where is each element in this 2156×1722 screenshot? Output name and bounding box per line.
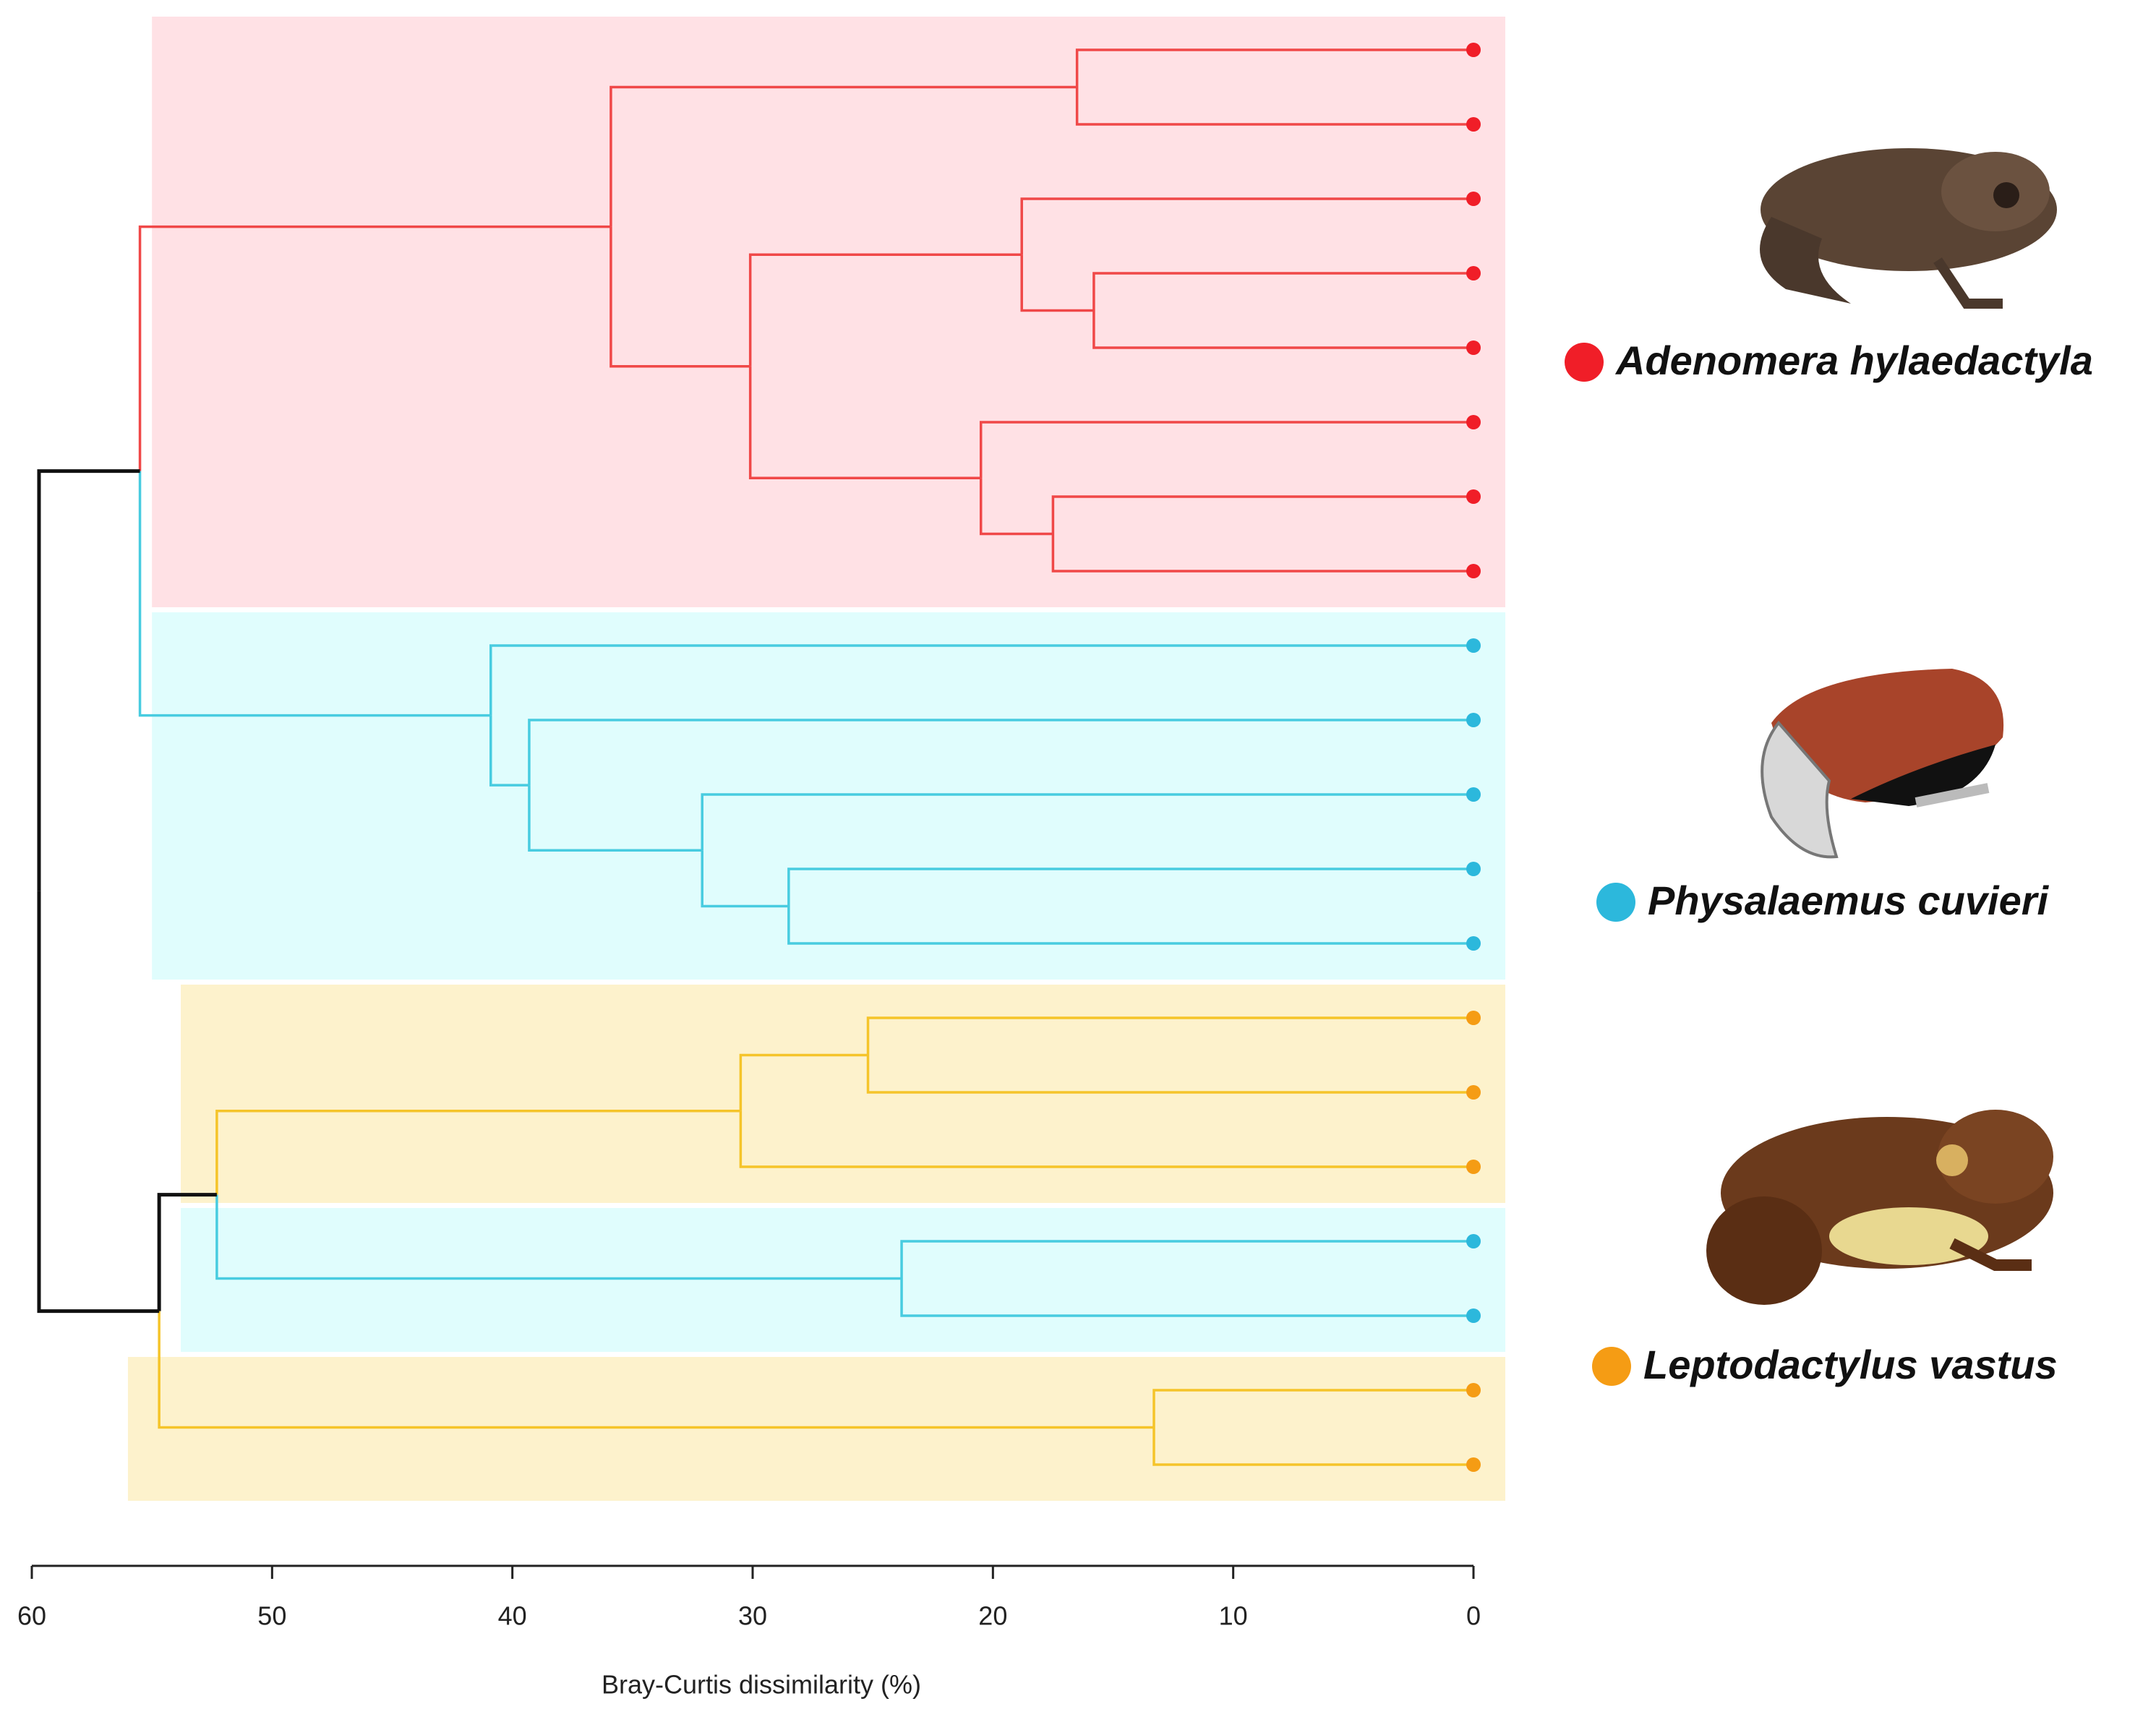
- leaf-point: [1466, 1234, 1481, 1248]
- frog-illustration: [1760, 148, 2057, 309]
- x-tick-label: 10: [1219, 1601, 1248, 1631]
- leaf-point: [1466, 564, 1481, 578]
- dendrogram-link: [528, 719, 1473, 786]
- leaf-point: [1466, 415, 1481, 429]
- leaf-point: [1466, 1011, 1481, 1025]
- dendrogram-link: [528, 785, 703, 852]
- leaf-point: [1466, 266, 1481, 280]
- leaf-point: [1466, 1383, 1481, 1397]
- dendrogram-link: [787, 906, 1473, 945]
- dendrogram-link: [138, 471, 491, 717]
- cluster-band: [181, 1208, 1506, 1352]
- cluster-bands: [127, 17, 1506, 1501]
- legend-marker: [1592, 1347, 1631, 1386]
- dendrogram-link: [701, 850, 789, 908]
- dendrogram-link: [739, 1053, 868, 1111]
- dendrogram-link: [979, 478, 1053, 536]
- leaf-point: [1466, 1160, 1481, 1174]
- dendrogram-link: [1152, 1427, 1473, 1466]
- dendrogram-link: [1152, 1389, 1473, 1428]
- dendrogram-link: [701, 793, 1473, 851]
- dendrogram-link: [1092, 310, 1473, 349]
- dendrogram-link: [37, 891, 160, 1314]
- dendrogram-link: [739, 1110, 1473, 1168]
- leaf-point: [1466, 1085, 1481, 1100]
- x-tick-label: 40: [498, 1601, 527, 1631]
- dendrogram-link: [1075, 48, 1473, 87]
- legend-label: Leptodactylus vastus: [1643, 1342, 2058, 1387]
- dendrogram-link: [158, 1311, 1154, 1429]
- cluster-band: [152, 612, 1506, 980]
- dendrogram-link: [748, 366, 981, 479]
- dendrogram-link: [609, 85, 1077, 227]
- dendrogram-link: [900, 1278, 1473, 1317]
- leaf-point: [1466, 638, 1481, 653]
- dendrogram-link: [1075, 87, 1473, 126]
- dendrogram-link: [1051, 534, 1473, 573]
- dendrogram-link: [215, 1110, 741, 1195]
- x-tick-label: 30: [738, 1601, 767, 1631]
- dendrogram-link: [866, 1055, 1473, 1094]
- dendrogram-link: [866, 1016, 1473, 1055]
- dendrogram-link: [609, 226, 750, 368]
- dendrogram-link: [748, 253, 1022, 367]
- dendrogram-link: [1092, 272, 1473, 311]
- dendrogram-link: [787, 868, 1473, 907]
- dendrogram-link: [900, 1240, 1473, 1279]
- legend-label: Adenomera hylaedactyla: [1614, 338, 2093, 383]
- dendrogram-link: [157, 1193, 217, 1311]
- leaf-point: [1466, 43, 1481, 57]
- dendrogram-link: [979, 421, 1473, 479]
- dendrogram: [37, 43, 1481, 1472]
- x-axis-label: Bray-Curtis dissimilarity (%): [602, 1670, 921, 1700]
- cluster-band: [127, 1357, 1505, 1501]
- dendrogram-link: [138, 225, 611, 471]
- leaf-point: [1466, 192, 1481, 206]
- leaf-point: [1466, 1308, 1481, 1323]
- leaf-point: [1466, 340, 1481, 355]
- x-tick-label: 20: [978, 1601, 1007, 1631]
- dendrogram-link: [37, 469, 140, 891]
- cluster-band: [152, 17, 1506, 607]
- x-axis: 60 50 40 30 20 10 0: [17, 1564, 1481, 1631]
- leaf-point: [1466, 713, 1481, 727]
- frog-illustration: [1761, 669, 2004, 859]
- x-tick-label: 50: [257, 1601, 286, 1631]
- leaf-point: [1466, 862, 1481, 876]
- leaf-point: [1466, 117, 1481, 132]
- dendrogram-link: [1020, 254, 1094, 312]
- dendrogram-link: [1051, 495, 1473, 534]
- leaf-point: [1466, 1457, 1481, 1472]
- x-tick-label: 0: [1466, 1601, 1481, 1631]
- legend-marker: [1596, 883, 1635, 922]
- leaf-point: [1466, 936, 1481, 951]
- leaf-point: [1466, 787, 1481, 802]
- x-tick-label: 60: [17, 1601, 46, 1631]
- legend-label: Physalaemus cuvieri: [1648, 878, 2050, 923]
- dendrogram-link: [489, 715, 529, 787]
- legend-marker: [1565, 343, 1604, 382]
- leaf-point: [1466, 489, 1481, 504]
- dendrogram-link: [1020, 197, 1473, 255]
- legend: Adenomera hylaedactyla Physalaemus cuvier…: [1565, 338, 2093, 1387]
- dendrogram-link: [215, 1194, 902, 1280]
- dendrogram-link: [489, 644, 1473, 716]
- frog-illustration: [1706, 1110, 2053, 1305]
